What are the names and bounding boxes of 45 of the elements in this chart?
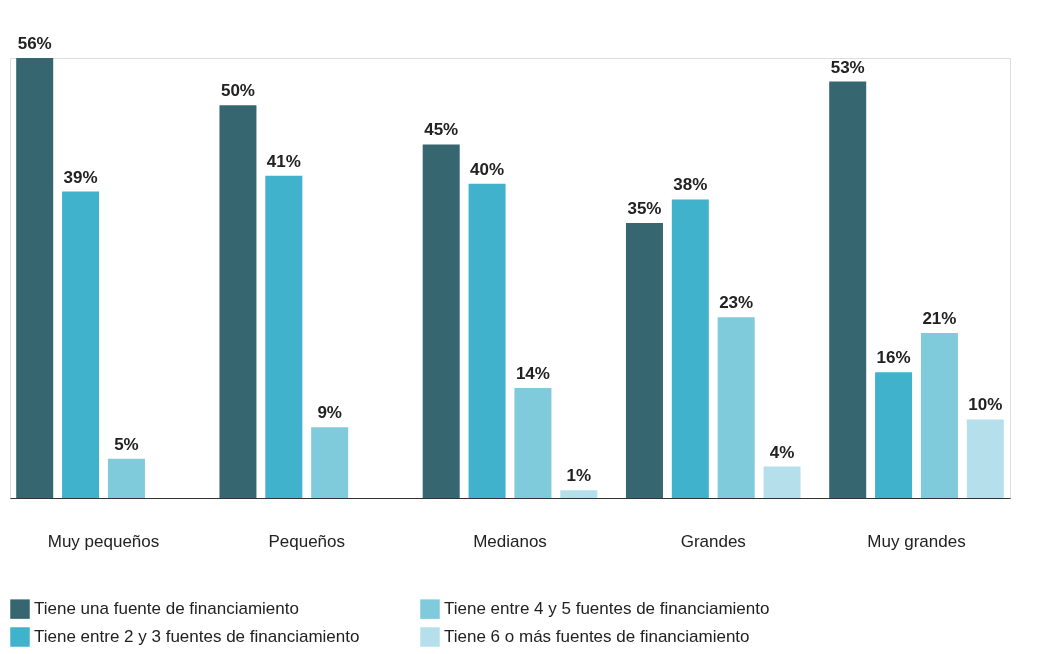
bar	[311, 427, 349, 498]
legend-label: Tiene 6 o más fuentes de financiamiento	[444, 627, 750, 646]
data-label: 45%	[424, 120, 459, 140]
x-tick-label: Muy grandes	[867, 531, 966, 551]
data-label: 21%	[922, 309, 957, 328]
data-label: 16%	[876, 348, 911, 368]
data-label: 9%	[317, 403, 342, 423]
bar	[671, 199, 709, 498]
data-label: 56%	[17, 34, 52, 53]
bar	[560, 490, 598, 498]
bar	[514, 388, 552, 498]
data-label: 1%	[566, 466, 592, 486]
bar	[107, 458, 145, 498]
bar	[829, 81, 867, 498]
data-label: 39%	[63, 167, 98, 187]
data-label: 5%	[114, 434, 139, 454]
x-tick-label: Medianos	[473, 531, 547, 551]
data-label: 41%	[266, 151, 301, 171]
bar	[920, 333, 958, 498]
legend-label: Tiene entre 2 y 3 fuentes de financiamiento	[34, 627, 360, 646]
legend-label: Tiene una fuente de financiamiento	[34, 599, 299, 619]
legend-label: Tiene entre 4 y 5 fuentes de financiamiento	[444, 599, 770, 619]
data-label: 23%	[719, 293, 754, 313]
data-label: 14%	[515, 364, 550, 383]
bar	[966, 419, 1004, 498]
data-label: 38%	[673, 175, 708, 195]
bar	[625, 223, 663, 498]
bar	[16, 58, 54, 498]
x-tick-label: Grandes	[680, 531, 746, 551]
bar	[62, 191, 100, 498]
bar	[875, 372, 913, 498]
data-label: 53%	[830, 57, 865, 77]
bar	[219, 105, 257, 498]
data-label: 10%	[968, 395, 1003, 415]
x-tick-label: Pequeños	[268, 531, 346, 551]
bar	[468, 183, 506, 498]
bar	[265, 175, 303, 498]
bar	[763, 466, 801, 498]
data-label: 50%	[220, 81, 255, 101]
bar	[717, 317, 755, 498]
data-label: 35%	[627, 199, 662, 218]
data-label: 4%	[769, 442, 795, 462]
data-label: 40%	[470, 159, 505, 179]
bar	[422, 144, 460, 498]
x-tick-label: Muy pequeños	[47, 531, 160, 551]
